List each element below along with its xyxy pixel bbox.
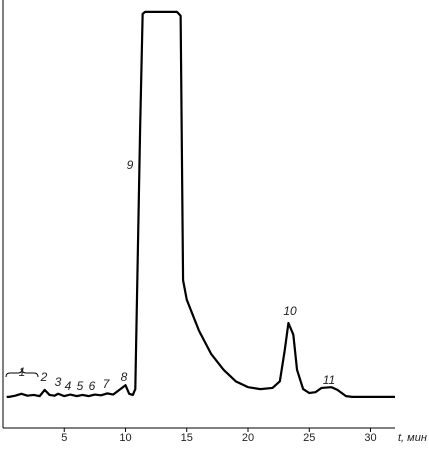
x-tick-label: 15 — [181, 432, 193, 444]
peak-label: 9 — [127, 158, 134, 172]
x-axis-label: t, мин — [398, 432, 427, 444]
peak-label: 3 — [55, 375, 62, 389]
x-tick-label: 10 — [119, 432, 131, 444]
x-tick-label: 20 — [242, 432, 254, 444]
x-tick-label: 30 — [364, 432, 376, 444]
peak-group-bracket — [5, 368, 39, 378]
peak-label: 5 — [77, 379, 84, 393]
peak-label: 6 — [89, 379, 96, 393]
x-tick-label: 25 — [303, 432, 315, 444]
peak-label: 2 — [40, 370, 48, 384]
peak-label: 7 — [103, 377, 111, 391]
peak-label: 11 — [323, 373, 335, 387]
peak-label: 10 — [283, 304, 297, 318]
peak-label: 4 — [65, 379, 72, 393]
peak-label: 8 — [121, 370, 128, 384]
x-tick-label: 5 — [61, 432, 67, 444]
chromatogram-trace — [6, 10, 395, 398]
peak-label: 1 — [19, 365, 26, 379]
